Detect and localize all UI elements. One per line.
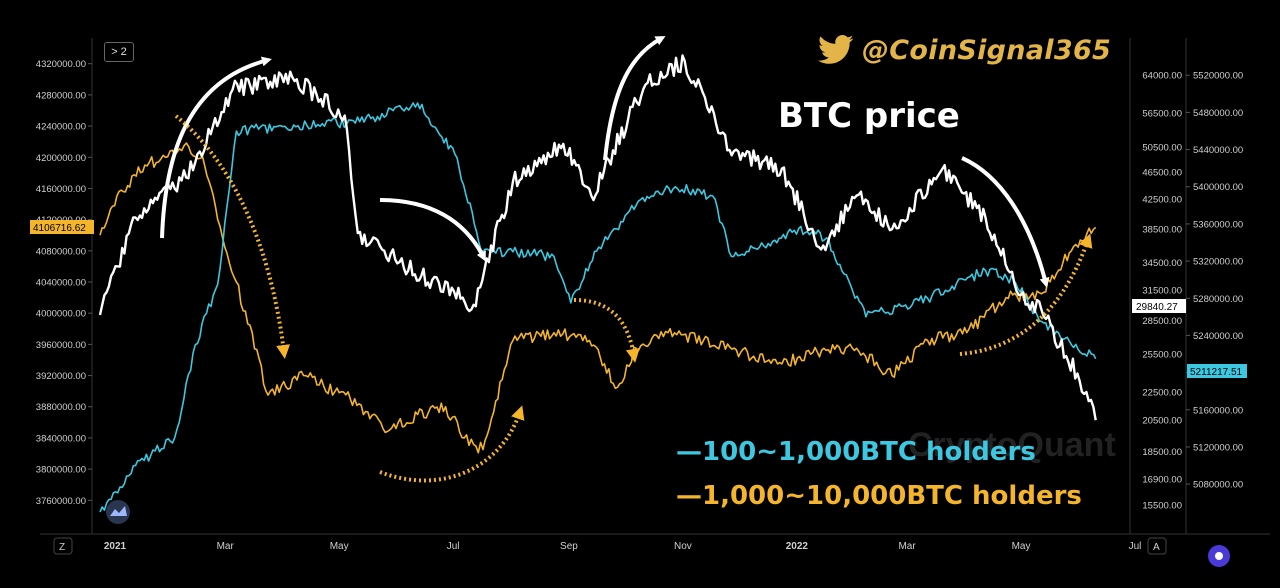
left-tick-label: 4000000.00 (36, 309, 86, 320)
series-line-1 (99, 102, 1097, 513)
scale-toggle-button[interactable]: > 2 (104, 42, 134, 62)
annotation-arrows (160, 36, 1093, 483)
zoom-button[interactable]: Z (53, 537, 73, 555)
left-tick-label: 3760000.00 (36, 496, 86, 507)
right-tick-label: 5240000.00 (1193, 331, 1243, 342)
last-value-price: 29840.27 (1136, 302, 1178, 313)
brand-handle: @CoinSignal365 (862, 34, 1112, 66)
watermark: CryptoQuant (908, 426, 1116, 464)
last-value-tag-right: 5211217.51 (1187, 364, 1247, 378)
price-tick-label: 16900.00 (1142, 474, 1182, 485)
price-axis: 64000.00 56500.00 50500.00 46500.00 42500.00… (1142, 71, 1182, 512)
right-tick-label: 5320000.00 (1193, 257, 1243, 268)
price-tick-label: 50500.00 (1142, 142, 1182, 153)
price-tick-label: 56500.00 (1142, 108, 1182, 119)
price-tick-label: 22500.00 (1142, 387, 1182, 398)
left-axis: 4320000.00 4280000.00 4240000.00 4200000.00… (36, 59, 92, 507)
orange-arrow-rise-1 (379, 405, 525, 483)
x-tick-label: Mar (898, 541, 916, 552)
price-tick-label: 25500.00 (1142, 350, 1182, 361)
left-tick-label: 3920000.00 (36, 371, 86, 382)
right-tick-label: 5080000.00 (1193, 480, 1243, 491)
price-tick-label: 46500.00 (1142, 167, 1182, 178)
white-arrow-rise-2 (603, 36, 666, 161)
x-tick-label: Jul (447, 541, 460, 552)
svg-text:A: A (1153, 542, 1160, 553)
price-tick-label: 64000.00 (1142, 71, 1182, 82)
x-tick-label: 2022 (786, 541, 809, 552)
right-tick-label: 5480000.00 (1193, 108, 1243, 119)
left-tick-label: 3960000.00 (36, 340, 86, 351)
brand: @CoinSignal365 (818, 30, 1111, 70)
price-tick-label: 15500.00 (1142, 501, 1182, 512)
price-tick-label: 18500.00 (1142, 447, 1182, 458)
series-line-0 (98, 54, 1097, 421)
x-tick-label: May (1012, 541, 1031, 552)
x-tick-label: Mar (217, 541, 235, 552)
price-tick-label: 31500.00 (1142, 285, 1182, 296)
settings-button-icon[interactable] (1208, 545, 1230, 567)
tradingview-logo-icon (106, 500, 130, 524)
x-tick-label: May (330, 541, 349, 552)
white-arrow-fall-2 (961, 156, 1050, 288)
right-tick-label: 5120000.00 (1193, 442, 1243, 453)
last-value-left: 4106716.62 (33, 223, 86, 234)
right-axis: 5520000.00 5480000.00 5440000.00 5400000.00… (1186, 71, 1243, 491)
btc-price-label: BTC price (778, 96, 960, 136)
left-tick-label: 4040000.00 (36, 278, 86, 289)
price-tick-label: 42500.00 (1142, 195, 1182, 206)
orange-arrow-fall-2 (573, 298, 640, 363)
x-tick-label: Nov (674, 541, 692, 552)
series-layer (98, 54, 1097, 513)
last-value-tag-price: 29840.27 (1132, 299, 1186, 313)
last-value-tag-left: 4106716.62 (30, 220, 94, 234)
x-tick-label: Sep (560, 541, 578, 552)
series-line-2 (99, 142, 1097, 454)
left-tick-label: 4320000.00 (36, 59, 86, 70)
right-tick-label: 5400000.00 (1193, 182, 1243, 193)
left-tick-label: 3840000.00 (36, 433, 86, 444)
left-tick-label: 4280000.00 (36, 90, 86, 101)
price-tick-label: 20500.00 (1142, 416, 1182, 427)
left-tick-label: 3800000.00 (36, 465, 86, 476)
left-tick-label: 4240000.00 (36, 122, 86, 133)
svg-text:Z: Z (59, 542, 65, 553)
x-tick-label: Jul (1129, 541, 1142, 552)
left-tick-label: 3880000.00 (36, 402, 86, 413)
legend-item-1000-10000: —1,000~10,000BTC holders (676, 481, 1082, 511)
twitter-bird-icon (818, 35, 854, 64)
auto-scale-button[interactable]: A (1147, 537, 1167, 555)
white-arrow-rise-1 (160, 56, 272, 239)
price-tick-label: 28500.00 (1142, 316, 1182, 327)
orange-arrow-fall-1 (174, 114, 291, 359)
x-axis: 2021 Mar May Jul Sep Nov 2022 Mar May Jul (104, 541, 1142, 552)
legend-item-100-1000: —100~1,000BTC holders (676, 437, 1036, 467)
last-value-right: 5211217.51 (1190, 367, 1243, 378)
right-tick-label: 5520000.00 (1193, 71, 1243, 82)
white-arrow-fall-1 (379, 198, 486, 262)
right-tick-label: 5440000.00 (1193, 145, 1243, 156)
price-tick-label: 34500.00 (1142, 258, 1182, 269)
right-tick-label: 5280000.00 (1193, 294, 1243, 305)
left-tick-label: 4080000.00 (36, 246, 86, 257)
x-tick-label: 2021 (104, 541, 127, 552)
left-tick-label: 4160000.00 (36, 184, 86, 195)
left-tick-label: 4200000.00 (36, 153, 86, 164)
right-tick-label: 5160000.00 (1193, 405, 1243, 416)
price-tick-label: 38500.00 (1142, 225, 1182, 236)
right-tick-label: 5360000.00 (1193, 219, 1243, 230)
